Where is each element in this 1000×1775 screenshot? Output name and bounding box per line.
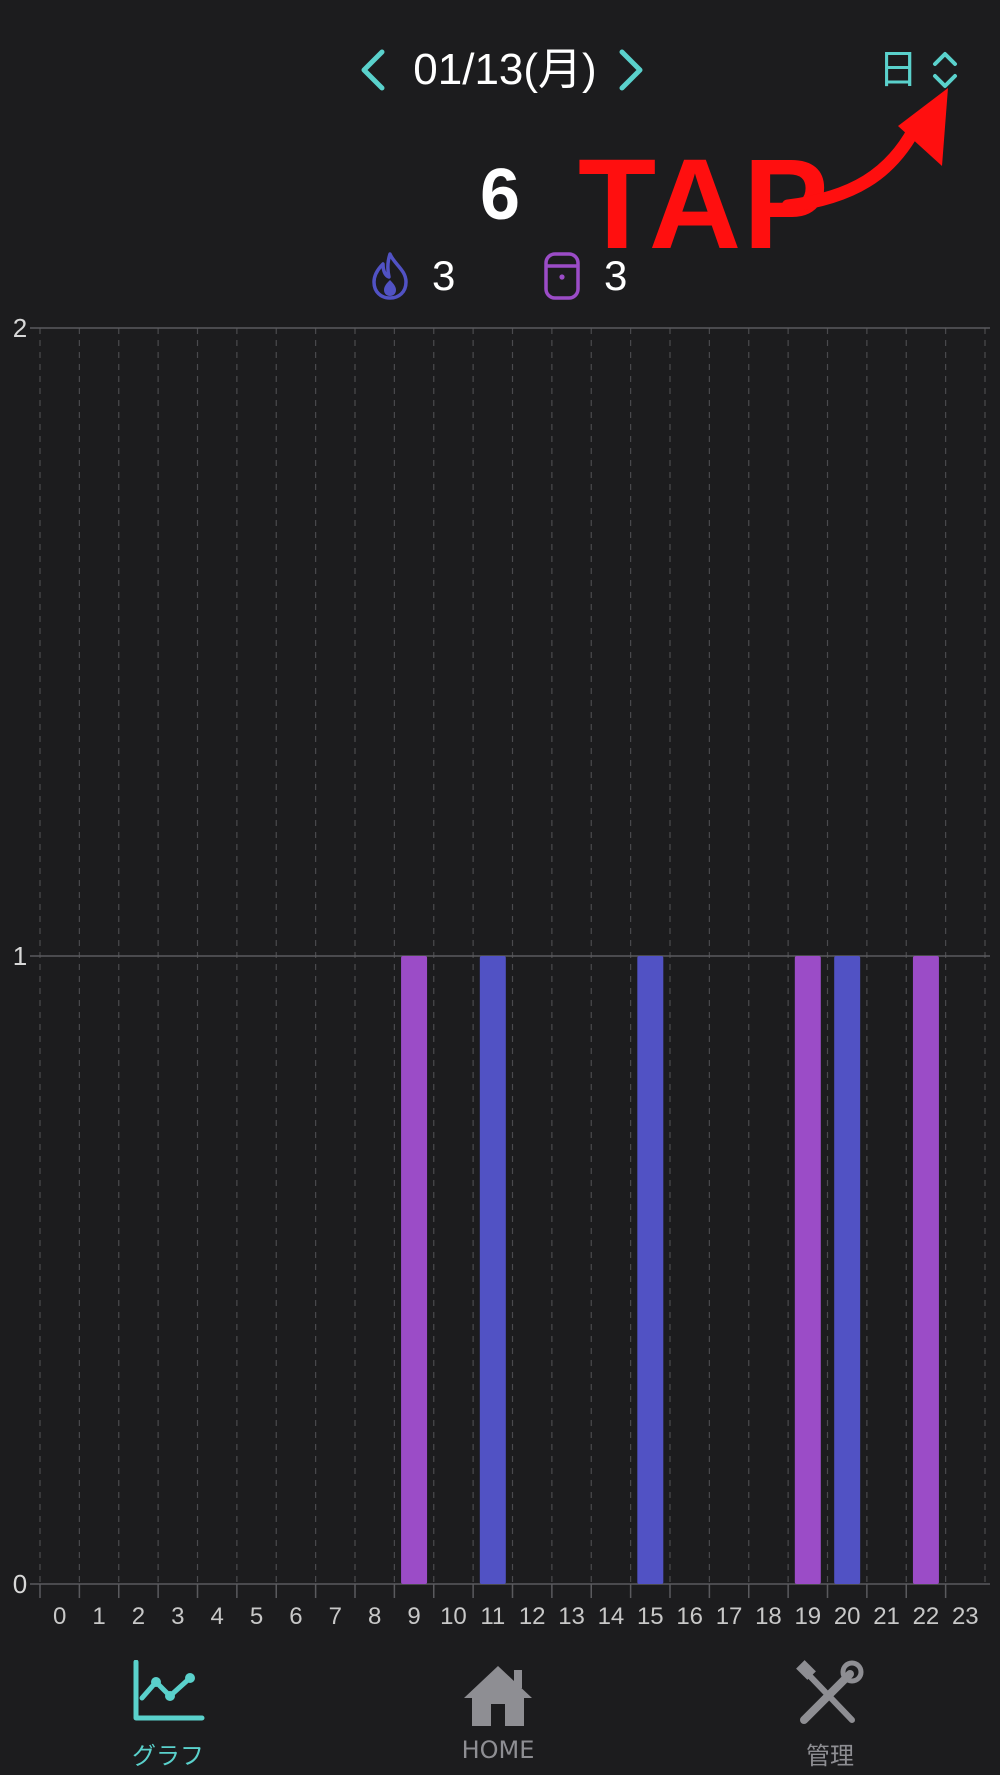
tab-home-label: HOME bbox=[461, 1736, 535, 1764]
box-count: 3 bbox=[604, 252, 628, 299]
bar-hour-22 bbox=[912, 956, 939, 1584]
x-tick-label: 4 bbox=[211, 1603, 224, 1630]
x-tick-label: 2 bbox=[132, 1603, 145, 1630]
tab-home[interactable]: HOME bbox=[398, 1660, 598, 1770]
line-chart-icon bbox=[133, 1660, 205, 1721]
flame-icon bbox=[372, 252, 408, 300]
prev-day-button[interactable] bbox=[352, 44, 396, 96]
period-label: 日 bbox=[878, 48, 918, 92]
x-tick-label: 22 bbox=[913, 1603, 940, 1630]
date-label: 01/13(月) bbox=[413, 45, 597, 94]
bar-hour-20 bbox=[834, 956, 861, 1584]
y-tick-label: 0 bbox=[13, 1569, 27, 1599]
x-tick-label: 23 bbox=[952, 1603, 979, 1630]
tab-manage-label: 管理 bbox=[806, 1742, 854, 1770]
x-tick-label: 19 bbox=[794, 1603, 821, 1630]
fire-count: 3 bbox=[432, 252, 456, 299]
house-icon bbox=[464, 1666, 532, 1726]
tab-manage[interactable]: 管理 bbox=[730, 1660, 930, 1770]
next-day-button[interactable] bbox=[608, 44, 652, 96]
tools-icon bbox=[796, 1660, 864, 1724]
x-tick-label: 8 bbox=[368, 1603, 381, 1630]
x-tick-label: 1 bbox=[92, 1603, 105, 1630]
x-tick-label: 11 bbox=[480, 1603, 505, 1630]
period-selector[interactable]: 日 bbox=[878, 44, 964, 96]
y-tick-label: 1 bbox=[13, 941, 27, 971]
x-tick-label: 13 bbox=[558, 1603, 585, 1630]
bar-hour-9 bbox=[401, 956, 428, 1584]
total-count: 6 bbox=[479, 155, 521, 235]
bar-hour-15 bbox=[637, 956, 664, 1584]
x-tick-label: 18 bbox=[755, 1603, 782, 1630]
x-tick-label: 5 bbox=[250, 1603, 263, 1630]
x-tick-label: 0 bbox=[53, 1603, 66, 1630]
x-tick-label: 15 bbox=[637, 1603, 664, 1630]
x-tick-label: 20 bbox=[834, 1603, 861, 1630]
x-tick-label: 10 bbox=[440, 1603, 467, 1630]
x-tick-label: 14 bbox=[598, 1603, 625, 1630]
x-tick-label: 12 bbox=[519, 1603, 546, 1630]
bar-hour-19 bbox=[794, 956, 821, 1584]
container-icon bbox=[544, 252, 580, 300]
chevron-left-icon bbox=[361, 49, 385, 91]
x-tick-label: 3 bbox=[171, 1603, 184, 1630]
tab-graph-label: グラフ bbox=[132, 1742, 204, 1770]
tab-graph[interactable]: グラフ bbox=[68, 1660, 268, 1770]
x-tick-label: 17 bbox=[716, 1603, 743, 1630]
y-tick-label: 2 bbox=[13, 313, 27, 343]
x-tick-label: 9 bbox=[407, 1603, 420, 1630]
x-tick-label: 16 bbox=[676, 1603, 703, 1630]
x-tick-label: 7 bbox=[329, 1603, 342, 1630]
arrow-icon bbox=[781, 88, 948, 213]
bar-hour-11 bbox=[479, 956, 506, 1584]
chevron-up-down-icon bbox=[933, 52, 957, 88]
x-tick-label: 21 bbox=[873, 1603, 900, 1630]
chevron-right-icon bbox=[619, 49, 643, 91]
x-tick-label: 6 bbox=[289, 1603, 302, 1630]
